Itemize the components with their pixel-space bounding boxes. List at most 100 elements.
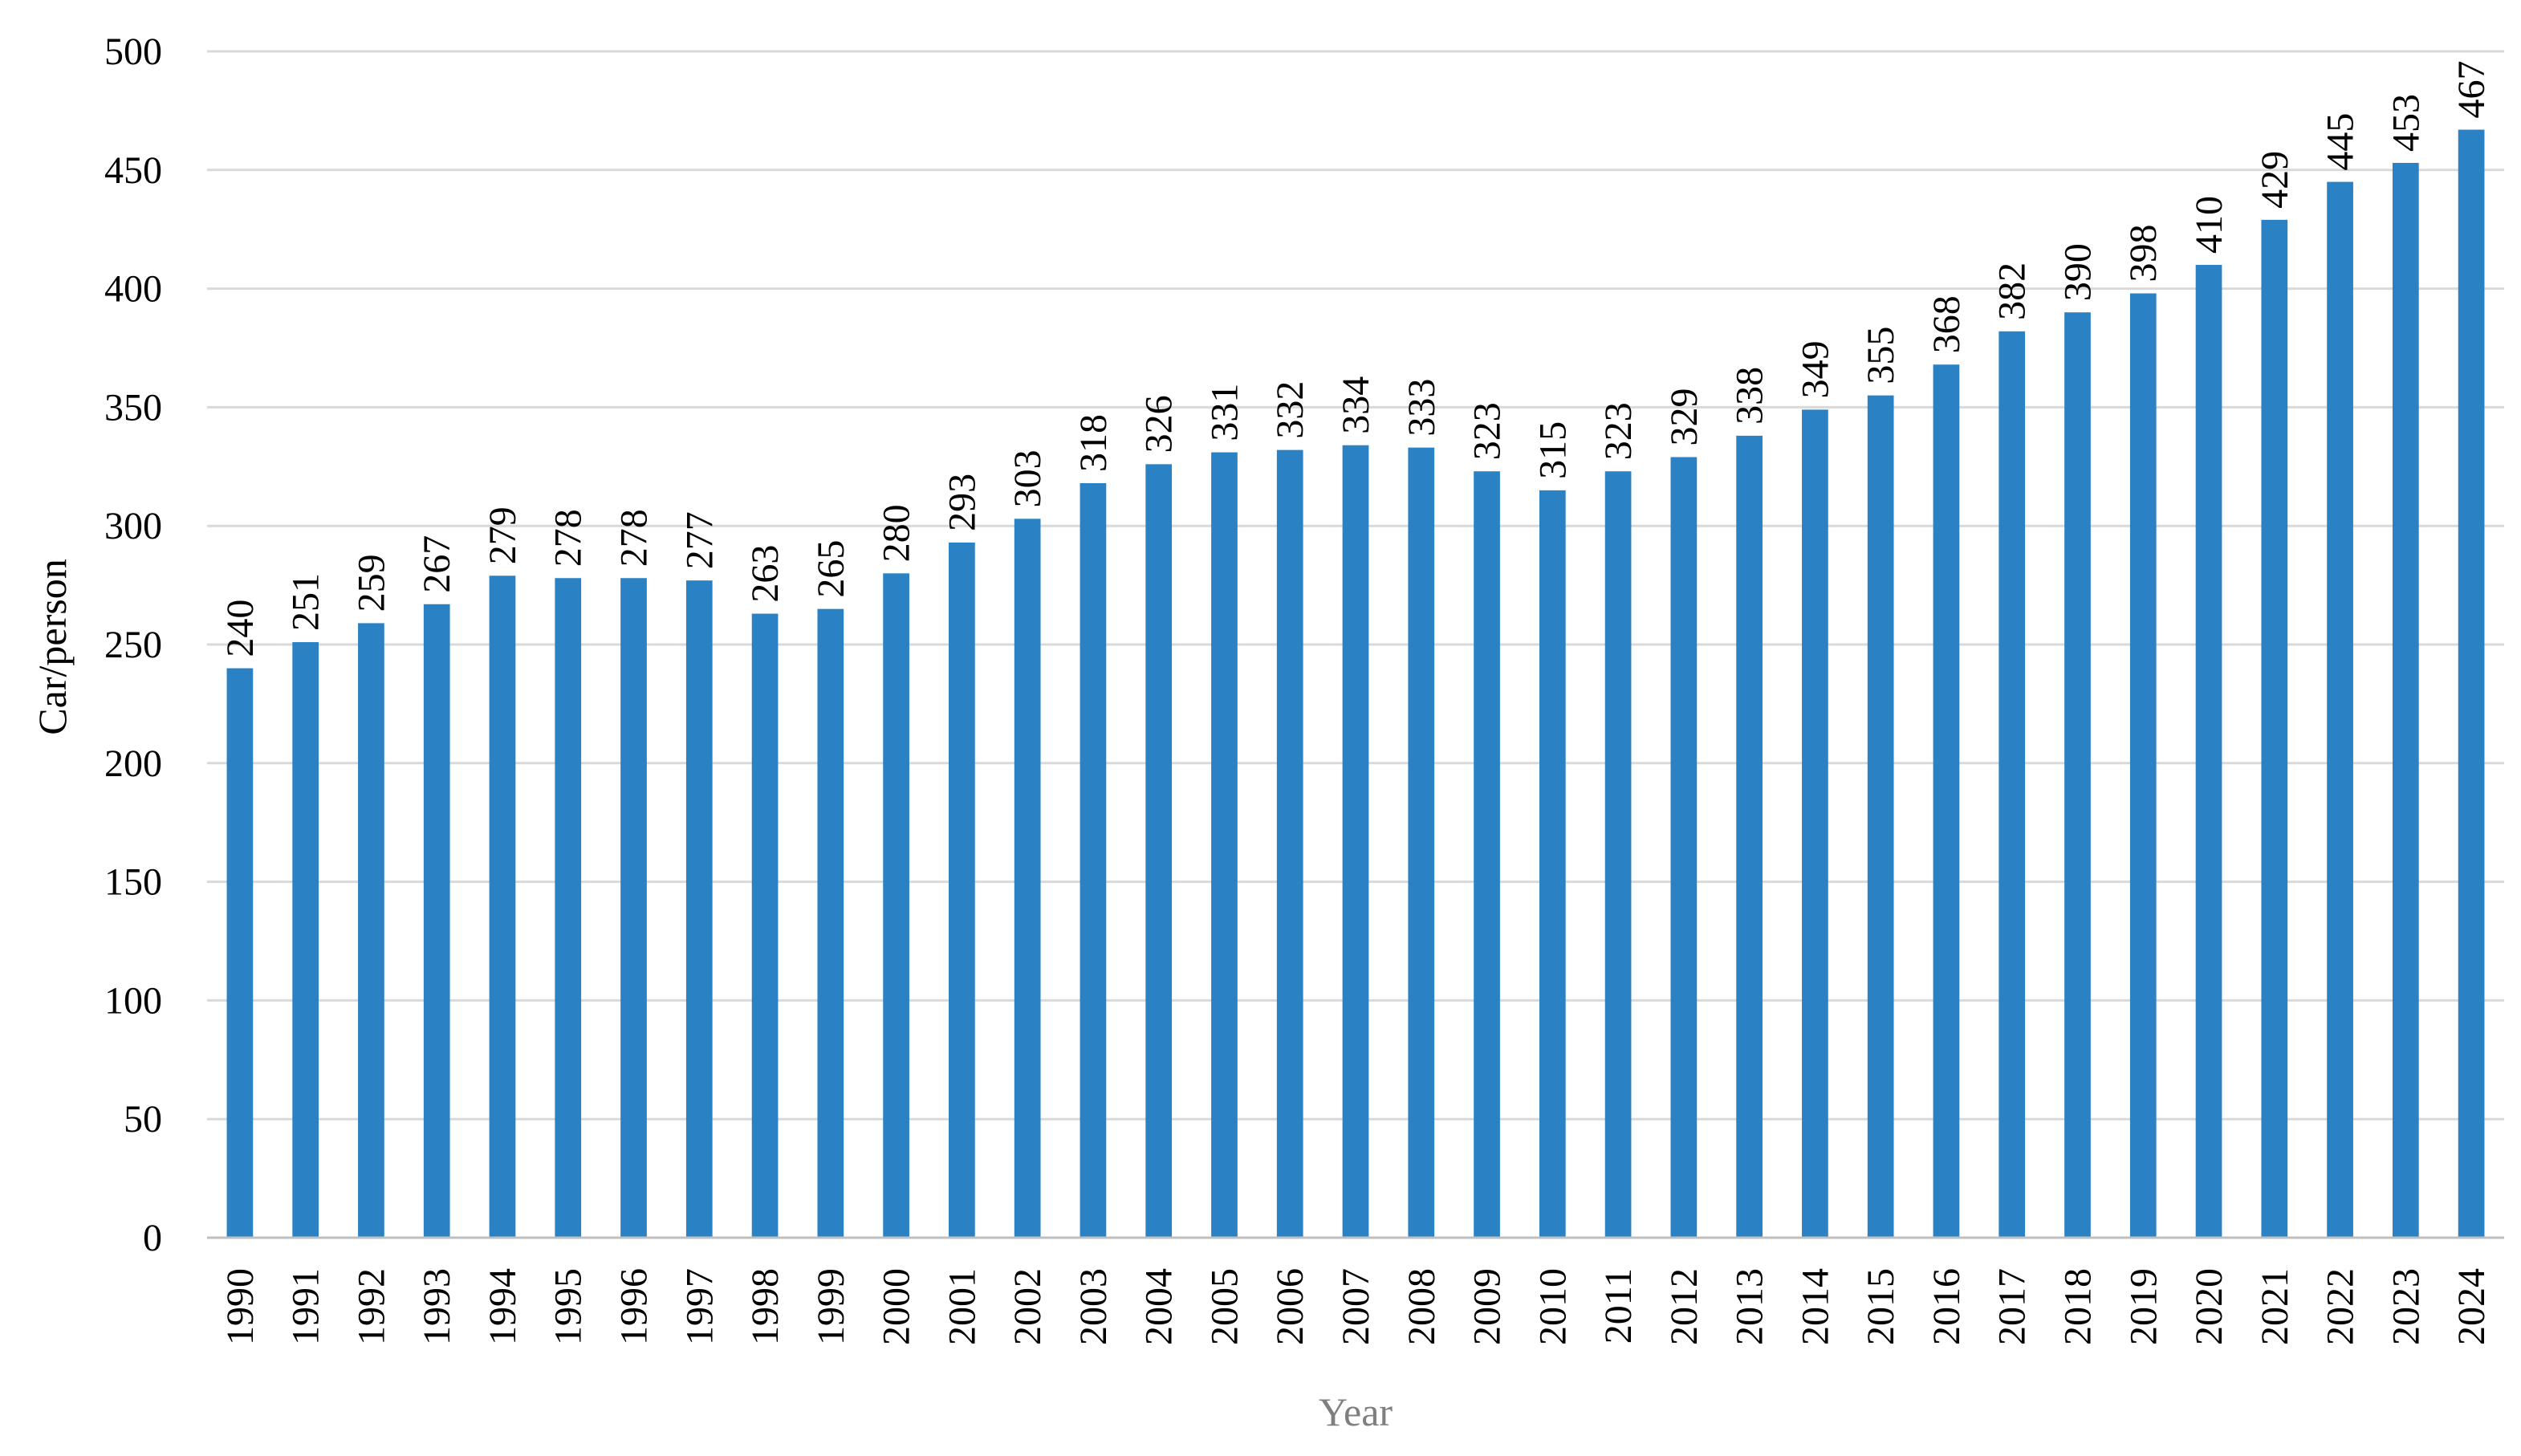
data-label: 349 bbox=[1794, 340, 1836, 398]
x-tick-label: 1992 bbox=[350, 1268, 392, 1345]
bar bbox=[1276, 449, 1303, 1238]
bar bbox=[1342, 445, 1369, 1238]
bar bbox=[555, 578, 582, 1238]
data-label: 280 bbox=[876, 504, 918, 562]
bar bbox=[489, 575, 516, 1238]
x-tick-label: 2002 bbox=[1006, 1268, 1049, 1345]
data-label: 334 bbox=[1335, 376, 1377, 434]
bar bbox=[1145, 464, 1173, 1238]
x-tick-label: 2004 bbox=[1138, 1268, 1181, 1345]
data-label: 410 bbox=[2188, 196, 2230, 254]
data-label: 445 bbox=[2320, 113, 2362, 171]
bar bbox=[1014, 519, 1041, 1238]
x-tick-label: 2015 bbox=[1860, 1268, 1902, 1345]
x-tick-label: 2006 bbox=[1269, 1268, 1311, 1345]
x-tick-label: 2017 bbox=[1991, 1268, 2034, 1345]
bar bbox=[1933, 364, 1960, 1238]
x-tick-label: 2018 bbox=[2056, 1268, 2099, 1345]
x-tick-label: 1991 bbox=[285, 1268, 327, 1345]
x-tick-label: 2000 bbox=[876, 1268, 918, 1345]
data-label: 329 bbox=[1663, 388, 1706, 445]
y-tick-label: 250 bbox=[104, 624, 162, 666]
y-tick-label: 100 bbox=[104, 979, 162, 1022]
x-tick-label: 1996 bbox=[613, 1268, 656, 1345]
x-tick-label: 2001 bbox=[941, 1268, 983, 1345]
data-label: 467 bbox=[2450, 61, 2493, 119]
bar bbox=[1604, 471, 1632, 1238]
bar bbox=[817, 608, 844, 1238]
data-label: 368 bbox=[1925, 295, 1968, 353]
bar bbox=[2064, 312, 2091, 1238]
x-tick-label: 2019 bbox=[2122, 1268, 2165, 1345]
bar bbox=[751, 613, 779, 1238]
x-tick-label: 2003 bbox=[1072, 1268, 1115, 1345]
x-tick-label: 2022 bbox=[2320, 1268, 2362, 1345]
y-tick-label: 0 bbox=[143, 1217, 162, 1259]
bar bbox=[620, 578, 647, 1238]
y-tick-label: 50 bbox=[124, 1098, 162, 1141]
data-labels: 240 251 259 267 279 278 278 277 263 265 280 293 303 3… bbox=[219, 61, 2493, 657]
x-tick-label: 2016 bbox=[1925, 1268, 1968, 1345]
x-tick-label: 1990 bbox=[219, 1268, 262, 1345]
data-label: 265 bbox=[810, 540, 852, 598]
data-label: 315 bbox=[1531, 421, 1574, 479]
bar bbox=[2327, 181, 2353, 1238]
data-label: 338 bbox=[1729, 367, 1771, 425]
data-label: 303 bbox=[1006, 449, 1049, 507]
data-label: 259 bbox=[350, 554, 392, 612]
data-label: 398 bbox=[2122, 225, 2165, 283]
y-tick-label: 400 bbox=[104, 268, 162, 311]
bar bbox=[2261, 219, 2288, 1238]
y-tick-label: 150 bbox=[104, 861, 162, 904]
bar bbox=[1802, 409, 1828, 1238]
y-tick-label: 200 bbox=[104, 742, 162, 785]
x-axis-ticks: 1990 1991 1992 1993 1994 1995 1996 1997 1998 1999… bbox=[219, 1268, 2493, 1345]
bar bbox=[2458, 129, 2485, 1238]
data-label: 278 bbox=[547, 509, 590, 567]
data-label: 355 bbox=[1860, 327, 1902, 384]
x-tick-label: 2021 bbox=[2254, 1268, 2296, 1345]
bar bbox=[883, 573, 909, 1238]
data-label: 318 bbox=[1072, 414, 1115, 472]
x-tick-label: 1994 bbox=[482, 1268, 524, 1345]
y-tick-label: 300 bbox=[104, 505, 162, 547]
x-tick-label: 2020 bbox=[2188, 1268, 2230, 1345]
bar bbox=[1408, 447, 1435, 1238]
bar bbox=[1867, 395, 1894, 1238]
x-axis-title: Year bbox=[1319, 1389, 1393, 1434]
data-label: 277 bbox=[678, 511, 721, 569]
data-label: 293 bbox=[941, 474, 983, 531]
bar bbox=[2392, 162, 2419, 1238]
bar bbox=[1539, 490, 1566, 1238]
data-label: 240 bbox=[219, 600, 262, 657]
x-tick-label: 2005 bbox=[1203, 1268, 1246, 1345]
x-tick-label: 2011 bbox=[1597, 1268, 1640, 1344]
data-label: 267 bbox=[416, 535, 458, 593]
bar bbox=[226, 668, 254, 1238]
data-label: 332 bbox=[1269, 381, 1311, 439]
data-label: 390 bbox=[2056, 243, 2099, 301]
bar bbox=[423, 604, 450, 1238]
x-tick-label: 2013 bbox=[1729, 1268, 1771, 1345]
data-label: 323 bbox=[1597, 402, 1640, 460]
y-axis-title: Car/person bbox=[30, 559, 75, 734]
x-tick-label: 1998 bbox=[744, 1268, 787, 1345]
data-label: 331 bbox=[1203, 384, 1246, 441]
bar bbox=[685, 580, 713, 1238]
y-axis-ticks: 0 50 100 150 200 250 300 350 400 450 500 bbox=[104, 31, 162, 1259]
data-label: 453 bbox=[2385, 94, 2427, 152]
bar bbox=[1670, 457, 1698, 1238]
data-label: 429 bbox=[2254, 151, 2296, 209]
bar bbox=[1474, 471, 1500, 1238]
data-label: 251 bbox=[285, 573, 327, 631]
data-label: 326 bbox=[1138, 395, 1181, 453]
bar bbox=[358, 623, 384, 1238]
x-tick-label: 2023 bbox=[2385, 1268, 2427, 1345]
x-tick-label: 2010 bbox=[1531, 1268, 1574, 1345]
bars bbox=[226, 129, 2485, 1238]
data-label: 333 bbox=[1401, 379, 1443, 437]
data-label: 382 bbox=[1991, 262, 2034, 320]
y-tick-label: 350 bbox=[104, 386, 162, 429]
